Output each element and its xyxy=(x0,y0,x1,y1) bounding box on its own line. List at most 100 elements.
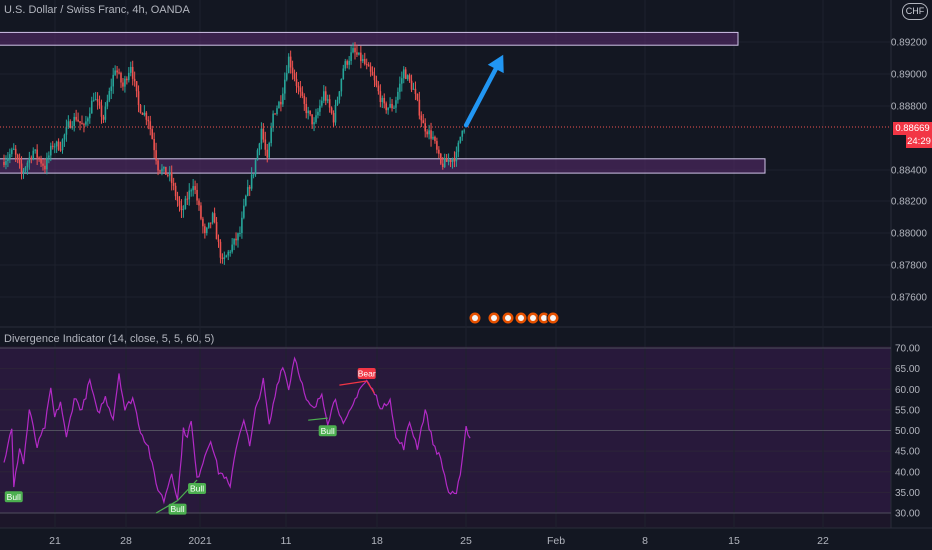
candle-body xyxy=(436,141,438,150)
candle-body xyxy=(221,257,224,260)
candle-body xyxy=(443,158,446,168)
candle-body xyxy=(9,154,11,159)
candle-body xyxy=(422,120,425,124)
candle-body xyxy=(295,78,298,86)
candle-body xyxy=(135,81,138,92)
candle-body xyxy=(122,82,124,87)
candle-body xyxy=(258,143,261,151)
candle-body xyxy=(338,91,341,100)
candle-body xyxy=(168,172,171,176)
bear-divergence-line xyxy=(339,380,367,386)
candle-body xyxy=(92,100,95,102)
candle-body xyxy=(367,64,370,67)
candle-body xyxy=(211,213,214,223)
candle-body xyxy=(229,251,231,253)
candle-body xyxy=(393,107,395,109)
candle-body xyxy=(180,205,183,211)
candle-body xyxy=(297,85,300,88)
label-box xyxy=(168,503,187,515)
osc-tick-label: 70.00 xyxy=(895,344,920,355)
candle-body xyxy=(303,95,306,104)
indicator-title: Divergence Indicator (14, close, 5, 5, 6… xyxy=(4,333,215,345)
candle-body xyxy=(270,127,272,144)
candle-body xyxy=(284,79,286,94)
candle-body xyxy=(323,91,325,101)
candle-body xyxy=(59,149,62,151)
candle-body xyxy=(198,200,200,206)
price-tick-label: 0.87800 xyxy=(891,261,928,272)
candle-body xyxy=(65,126,68,135)
candle-body xyxy=(143,112,146,115)
candle-body xyxy=(406,75,409,79)
candle-body xyxy=(381,97,384,103)
candle-body xyxy=(430,130,432,139)
candle-body xyxy=(252,174,255,176)
candle-body xyxy=(307,110,309,114)
candle-body xyxy=(397,91,399,101)
candle-body xyxy=(278,101,280,109)
candle-body xyxy=(83,124,85,126)
candle-body xyxy=(274,113,276,115)
candle-body xyxy=(106,100,109,107)
candle-body xyxy=(18,159,21,164)
candle-body xyxy=(449,159,452,162)
candle-body xyxy=(239,232,241,234)
candle-body xyxy=(178,201,181,206)
price-tick-label: 0.89000 xyxy=(891,70,928,81)
candle-body xyxy=(434,136,436,142)
candle-body xyxy=(20,163,23,173)
label-text: Bull xyxy=(7,492,21,502)
candle-body xyxy=(102,116,105,120)
time-tick-label: 8 xyxy=(642,535,648,547)
candle-body xyxy=(118,72,120,74)
candle-body xyxy=(223,257,226,260)
candle-body xyxy=(445,158,448,162)
candle-body xyxy=(131,66,134,79)
label-box xyxy=(318,425,337,437)
candle-body xyxy=(159,170,161,172)
candle-body xyxy=(75,116,77,120)
candle-body xyxy=(309,110,311,115)
candle-body xyxy=(389,103,391,108)
candle-body xyxy=(42,163,44,166)
candle-body xyxy=(227,251,230,256)
candle-body xyxy=(116,70,118,73)
price-tick-label: 0.87600 xyxy=(891,293,928,304)
candle-body xyxy=(141,113,144,115)
candle-body xyxy=(438,149,440,154)
candle-body xyxy=(344,61,347,69)
candle-body xyxy=(428,130,430,135)
candle-body xyxy=(96,99,99,102)
candle-body xyxy=(129,66,132,73)
candle-body xyxy=(440,153,442,164)
candle-body xyxy=(383,97,386,104)
candle-body xyxy=(40,158,42,164)
candle-body xyxy=(241,217,243,233)
chart-title: U.S. Dollar / Swiss Franc, 4h, OANDA xyxy=(4,4,190,16)
candle-body xyxy=(206,227,208,234)
candle-body xyxy=(377,85,380,92)
candle-body xyxy=(112,74,114,87)
candle-body xyxy=(260,128,263,144)
candle-body xyxy=(204,226,206,234)
bull-label: Bull xyxy=(4,491,23,503)
label-text: Bull xyxy=(170,504,184,514)
event-icon-flag xyxy=(518,315,524,321)
currency-badge[interactable]: CHF xyxy=(902,3,928,20)
candle-body xyxy=(237,233,239,241)
bull-label: Bull xyxy=(168,503,187,515)
candle-body xyxy=(50,145,52,156)
candle-body xyxy=(356,52,358,55)
candle-body xyxy=(332,112,335,123)
time-tick-label: 28 xyxy=(120,535,132,547)
candle-body xyxy=(157,160,159,171)
candle-body xyxy=(24,167,27,171)
candle-body xyxy=(245,195,247,206)
candle-body xyxy=(44,165,46,170)
candle-body xyxy=(85,121,87,125)
candle-body xyxy=(272,113,274,128)
candle-body xyxy=(328,99,331,108)
candle-body xyxy=(53,146,56,148)
candle-body xyxy=(280,101,282,105)
resistance-zone xyxy=(0,31,739,46)
